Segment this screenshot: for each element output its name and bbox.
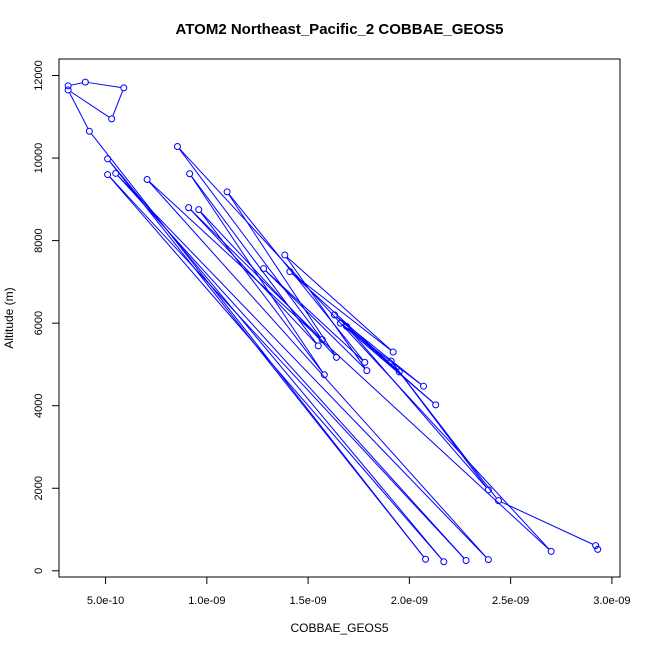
data-point (108, 115, 116, 123)
data-point (343, 322, 351, 330)
data-point (260, 265, 268, 273)
data-point (195, 206, 203, 214)
x-axis-label: COBBAE_GEOS5 (290, 621, 388, 635)
data-point (173, 143, 181, 151)
series-lines (69, 82, 594, 560)
data-point (389, 348, 397, 356)
series-segment (348, 328, 487, 488)
series-segment (200, 211, 335, 356)
series-segment (392, 363, 498, 499)
series-segment (148, 181, 487, 558)
series-segment (117, 175, 465, 559)
data-point (547, 547, 555, 555)
y-axis: 0 2000 4000 6000 8000 10000 12000 (33, 60, 60, 574)
x-tick-label: 1.0e-09 (188, 595, 225, 607)
data-point (186, 170, 194, 178)
series-segment (228, 194, 336, 356)
y-tick-label: 8000 (33, 228, 45, 252)
data-point (594, 545, 602, 553)
data-point (281, 251, 289, 259)
series-segment (500, 501, 594, 545)
series-segment (112, 90, 124, 117)
series-segment (88, 82, 121, 88)
chart-title: ATOM2 Northeast_Pacific_2 COBBAE_GEOS5 (176, 21, 504, 38)
y-tick-label: 0 (33, 568, 45, 574)
series-segment (191, 175, 317, 344)
x-tick-label: 1.5e-09 (289, 595, 326, 607)
data-point (120, 84, 128, 92)
data-point (420, 382, 428, 390)
series-segment (200, 211, 323, 373)
series-segment (348, 328, 434, 404)
data-point (314, 342, 322, 350)
data-point (484, 486, 492, 494)
data-point (422, 555, 430, 563)
data-point (592, 542, 600, 550)
data-point (286, 268, 294, 276)
data-point (494, 497, 502, 505)
x-tick-label: 2.0e-09 (391, 595, 428, 607)
data-point (104, 155, 112, 163)
data-point (440, 558, 448, 566)
series-segment (190, 175, 324, 373)
data-point (363, 367, 371, 375)
x-tick-label: 3.0e-09 (593, 595, 630, 607)
data-point (332, 353, 340, 361)
data-point (81, 78, 89, 86)
data-point (104, 171, 112, 179)
y-tick-label: 6000 (33, 311, 45, 335)
series-segment (336, 316, 422, 385)
series-segment (286, 256, 392, 351)
data-point (330, 311, 338, 319)
data-point (143, 176, 151, 184)
data-point (387, 357, 395, 365)
data-point (320, 371, 328, 379)
series-segment (70, 82, 83, 86)
data-point (318, 336, 326, 344)
x-axis: 5.0e-10 1.0e-09 1.5e-09 2.0e-09 2.5e-09 3.0e-… (87, 576, 631, 607)
y-tick-label: 2000 (33, 476, 45, 500)
data-point (432, 401, 440, 409)
data-point (185, 204, 193, 212)
data-point (112, 169, 120, 177)
series-segment (179, 148, 550, 550)
x-tick-label: 2.5e-09 (492, 595, 529, 607)
y-tick-label: 12000 (33, 60, 45, 91)
data-point (395, 368, 403, 376)
series-points (64, 78, 602, 566)
y-tick-label: 10000 (33, 143, 45, 174)
series-segment (109, 160, 425, 558)
series-segment (117, 175, 487, 558)
data-point (337, 319, 345, 327)
data-point (361, 358, 369, 366)
series-segment (291, 273, 392, 351)
data-point (85, 127, 93, 135)
data-point (64, 82, 72, 90)
y-axis-label: Altitude (m) (2, 287, 16, 348)
y-tick-label: 4000 (33, 393, 45, 417)
data-point (484, 556, 492, 564)
series-segment (69, 92, 89, 129)
plot-frame (58, 58, 621, 578)
x-tick-label: 5.0e-10 (87, 595, 124, 607)
series-segment (148, 181, 550, 550)
data-point (462, 556, 470, 564)
series-segment (109, 176, 465, 559)
series-segment (265, 270, 366, 369)
series-segment (70, 91, 110, 118)
series-segment (178, 148, 321, 338)
data-point (64, 86, 72, 94)
data-point (223, 188, 231, 196)
series-segment (109, 176, 443, 560)
series-segment (190, 209, 317, 345)
series-segment (286, 257, 366, 369)
series-segment (291, 273, 398, 371)
series-segment (265, 270, 363, 361)
